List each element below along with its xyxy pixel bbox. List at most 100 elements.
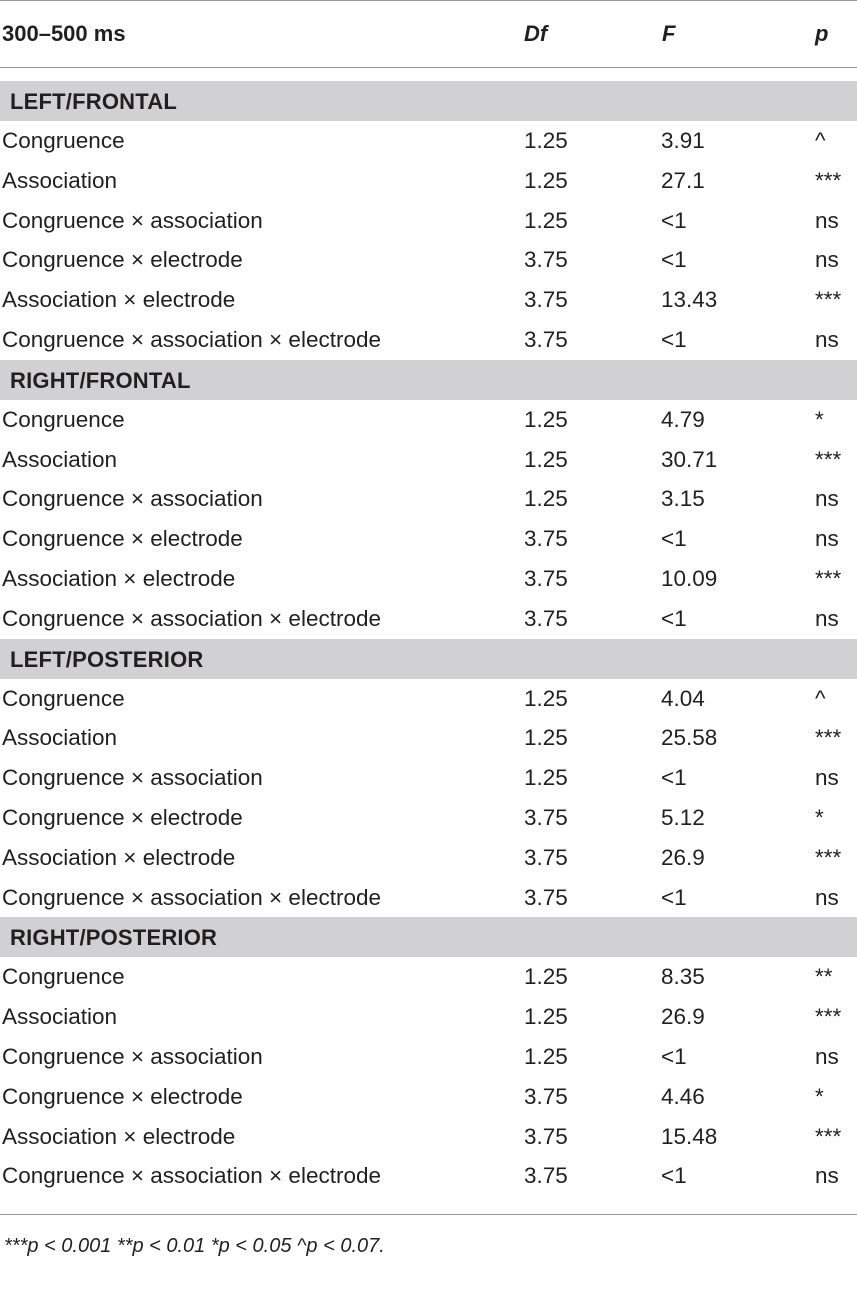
- f-value: 25.58: [661, 725, 718, 751]
- table-row: Congruence × electrode 3.75 4.46 *: [0, 1077, 857, 1117]
- effect-label: Congruence: [2, 964, 125, 990]
- table-row: Association × electrode 3.75 15.48 ***: [0, 1117, 857, 1157]
- f-value: <1: [661, 326, 687, 352]
- header-p: p: [815, 21, 829, 46]
- f-value: 13.43: [661, 287, 718, 313]
- df-value: 1.25: [524, 1004, 568, 1030]
- df-value: 3.75: [524, 884, 568, 910]
- header-df: Df: [524, 21, 548, 46]
- table-row: Congruence × association 1.25 <1 ns: [0, 1037, 857, 1077]
- table-row: Congruence × association × electrode 3.75…: [0, 320, 857, 360]
- p-value: ^: [815, 128, 826, 153]
- effect-label: Congruence: [2, 406, 125, 432]
- df-value: 1.25: [524, 446, 568, 472]
- p-value: ns: [815, 247, 839, 273]
- p-value: ***: [815, 1123, 842, 1149]
- effect-label: Association: [2, 1004, 118, 1030]
- f-value: 4.79: [661, 406, 705, 432]
- table-row: Congruence × association 1.25 3.15 ns: [0, 479, 857, 519]
- df-value: 3.75: [524, 287, 568, 313]
- table-row: Association 1.25 27.1 ***: [0, 161, 857, 201]
- table-row: Congruence 1.25 3.91 ^: [0, 121, 857, 161]
- f-value: <1: [661, 1043, 687, 1069]
- table-row: Congruence 1.25 8.35 **: [0, 957, 857, 997]
- effect-label: Congruence × association: [2, 1043, 263, 1069]
- f-value: 4.04: [661, 685, 705, 711]
- p-value: ns: [815, 207, 839, 233]
- effect-label: Congruence × association: [2, 765, 263, 791]
- group-left-posterior: LEFT/POSTERIOR Congruence 1.25 4.04 ^ Assoc…: [0, 638, 857, 918]
- f-value: <1: [661, 884, 687, 910]
- effect-label: Association × electrode: [2, 844, 236, 870]
- effect-label: Association × electrode: [2, 565, 236, 591]
- f-value: <1: [661, 207, 687, 233]
- f-value: <1: [661, 526, 687, 552]
- p-value: ns: [815, 605, 839, 631]
- header-f: F: [662, 21, 676, 46]
- f-value: 10.09: [661, 565, 718, 591]
- f-value: <1: [661, 605, 687, 631]
- df-value: 1.25: [524, 128, 568, 153]
- effect-label: Congruence: [2, 685, 125, 711]
- df-value: 3.75: [524, 1123, 568, 1149]
- effect-label: Association × electrode: [2, 287, 236, 313]
- f-value: 5.12: [661, 804, 705, 830]
- df-value: 1.25: [524, 207, 568, 233]
- f-value: 26.9: [661, 1004, 705, 1030]
- df-value: 1.25: [524, 725, 568, 751]
- p-value: ***: [815, 287, 842, 313]
- table-row: Congruence × association × electrode 3.75…: [0, 878, 857, 918]
- footnote-text: ***p < 0.001 **p < 0.01 *p < 0.05 ^p < 0…: [4, 1235, 385, 1258]
- p-value: ***: [815, 725, 842, 751]
- df-value: 1.25: [524, 964, 568, 990]
- anova-table: 300–500 ms Df F p LEFT/FRONTAL Congruenc…: [0, 0, 857, 1275]
- df-value: 3.75: [524, 605, 568, 631]
- effect-label: Congruence × electrode: [2, 247, 243, 273]
- effect-label: Association: [2, 167, 118, 193]
- effect-label: Association: [2, 725, 118, 751]
- p-value: *: [815, 406, 824, 432]
- f-value: 3.91: [661, 128, 705, 153]
- effect-label: Congruence × association × electrode: [2, 605, 381, 631]
- df-value: 1.25: [524, 685, 568, 711]
- table-row: Congruence 1.25 4.04 ^: [0, 679, 857, 719]
- table-row: Congruence × association × electrode 3.75…: [0, 1156, 857, 1196]
- section-header: RIGHT/POSTERIOR: [0, 917, 857, 958]
- table-row: Congruence × electrode 3.75 <1 ns: [0, 240, 857, 280]
- p-value: ^: [815, 685, 826, 711]
- p-value: ***: [815, 167, 842, 193]
- p-value: *: [815, 804, 824, 830]
- p-value: ***: [815, 1004, 842, 1030]
- table-row: Association 1.25 30.71 ***: [0, 440, 857, 480]
- significance-footnote: ***p < 0.001 **p < 0.01 *p < 0.05 ^p < 0…: [0, 1215, 857, 1275]
- table-row: Congruence × electrode 3.75 <1 ns: [0, 519, 857, 559]
- df-value: 1.25: [524, 406, 568, 432]
- effect-label: Congruence × association × electrode: [2, 326, 381, 352]
- section-header: LEFT/FRONTAL: [0, 81, 857, 121]
- effect-label: Congruence × association × electrode: [2, 884, 381, 910]
- f-value: <1: [661, 1163, 687, 1189]
- df-value: 3.75: [524, 247, 568, 273]
- effect-label: Congruence × association: [2, 207, 263, 233]
- header-time-window: 300–500 ms: [2, 21, 126, 46]
- effect-label: Congruence × association: [2, 486, 263, 512]
- section-header: RIGHT/FRONTAL: [0, 359, 857, 400]
- group-right-frontal: RIGHT/FRONTAL Congruence 1.25 4.79 * Associ…: [0, 359, 857, 639]
- table-row: Association × electrode 3.75 13.43 ***: [0, 280, 857, 320]
- df-value: 3.75: [524, 804, 568, 830]
- section-title: RIGHT/POSTERIOR: [10, 925, 218, 951]
- p-value: ns: [815, 765, 839, 791]
- p-value: ns: [815, 526, 839, 552]
- f-value: 4.46: [661, 1083, 705, 1109]
- table-row: Association 1.25 26.9 ***: [0, 997, 857, 1037]
- table-row: Congruence × association 1.25 <1 ns: [0, 758, 857, 798]
- f-value: 26.9: [661, 844, 705, 870]
- table-header: 300–500 ms Df F p: [0, 1, 857, 68]
- p-value: **: [815, 964, 833, 990]
- group-right-posterior: RIGHT/POSTERIOR Congruence 1.25 8.35 ** Ass…: [0, 917, 857, 1196]
- bottom-rule: [0, 1214, 857, 1216]
- p-value: *: [815, 1083, 824, 1109]
- table-row: Congruence × electrode 3.75 5.12 *: [0, 798, 857, 838]
- df-value: 3.75: [524, 326, 568, 352]
- f-value: 3.15: [661, 486, 705, 512]
